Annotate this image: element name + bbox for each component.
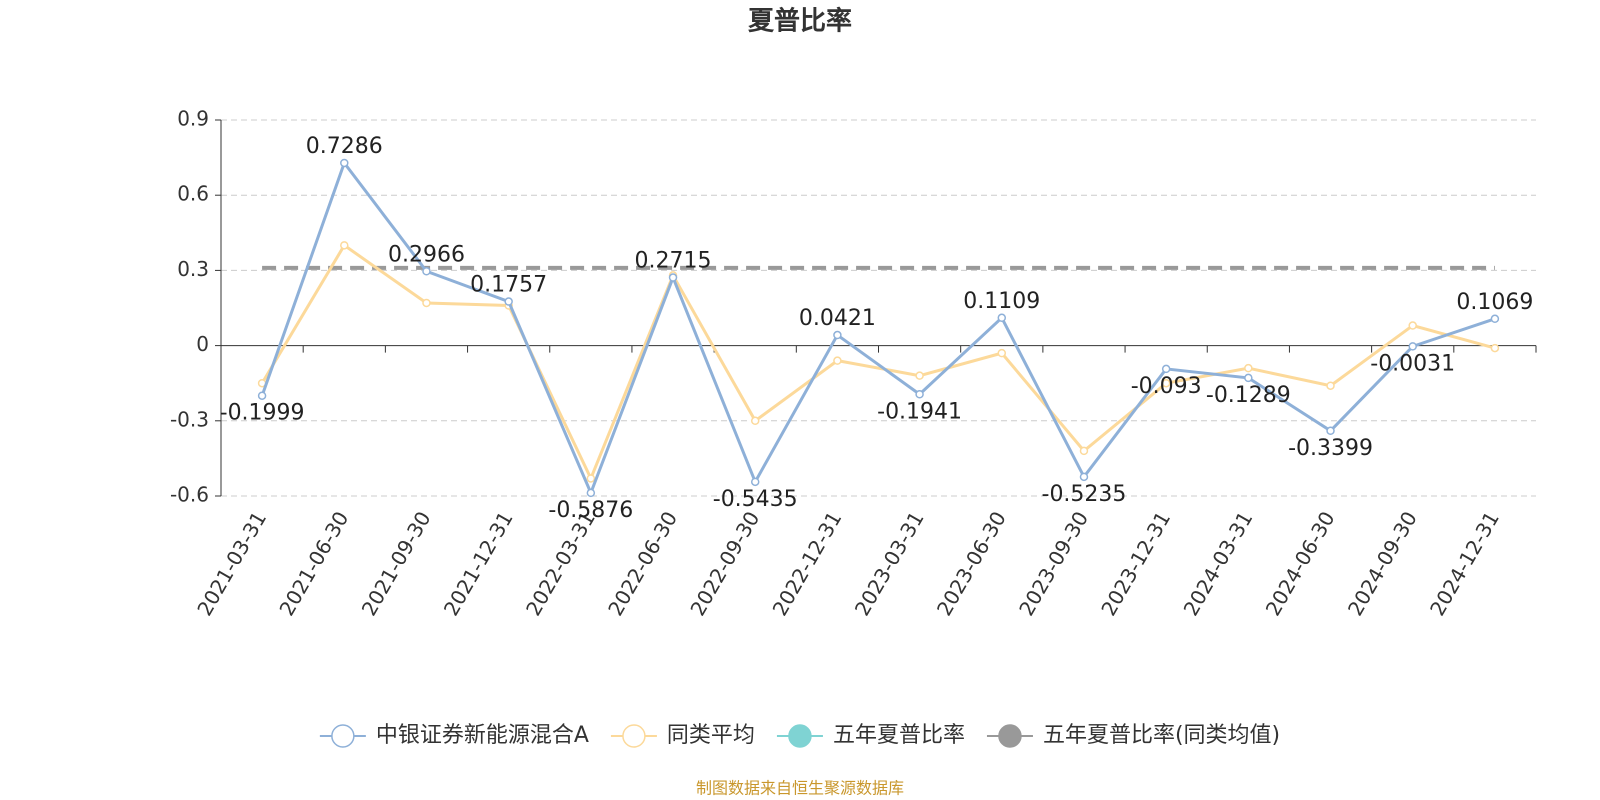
series-line xyxy=(260,159,1496,497)
point xyxy=(340,158,349,168)
data-label: -0.1999 xyxy=(220,401,305,426)
point xyxy=(750,416,760,426)
data-label: -0.5435 xyxy=(713,487,798,512)
legend-item: 中银证券新能源混合A xyxy=(319,723,589,748)
point xyxy=(1161,364,1171,374)
x-tick-label: 2021-09-30 xyxy=(357,507,436,620)
legend-marker xyxy=(622,724,646,748)
point xyxy=(1079,446,1089,456)
x-tick-label: 2022-03-31 xyxy=(521,507,600,620)
data-label: -0.1289 xyxy=(1206,383,1291,408)
legend-item: 同类平均 xyxy=(610,723,755,748)
chart-title: 夏普比率 xyxy=(748,6,852,37)
data-label: -0.0031 xyxy=(1370,351,1455,376)
point xyxy=(1244,363,1253,373)
point xyxy=(750,477,760,487)
legend-item: 五年夏普比率 xyxy=(776,723,965,748)
x-tick-label: 2024-03-31 xyxy=(1179,507,1258,620)
x-tick-label: 2024-09-30 xyxy=(1343,507,1422,620)
x-tick-label: 2023-12-31 xyxy=(1096,507,1175,620)
x-tick-label: 2024-12-31 xyxy=(1425,507,1504,620)
source-note: 制图数据来自恒生聚源数据库 xyxy=(696,779,904,798)
x-tick-label: 2022-12-31 xyxy=(768,507,847,620)
x-tick-label: 2023-06-30 xyxy=(932,507,1011,620)
data-label: 0.1757 xyxy=(470,273,547,298)
x-tick-label: 2021-03-31 xyxy=(192,507,271,620)
point xyxy=(257,391,267,400)
legend-marker xyxy=(331,724,355,748)
point xyxy=(1244,373,1253,383)
y-tick-label: 0 xyxy=(196,332,209,356)
x-tick-label: 2024-06-30 xyxy=(1261,507,1340,620)
data-label: -0.5235 xyxy=(1042,482,1127,507)
legend-marker xyxy=(788,724,812,748)
legend-marker xyxy=(998,724,1022,748)
y-tick-label: 0.6 xyxy=(177,182,209,206)
point xyxy=(586,488,596,498)
x-tick-label: 2023-03-31 xyxy=(850,507,929,620)
x-tick-label: 2022-06-30 xyxy=(603,507,682,620)
point xyxy=(1079,472,1089,482)
point xyxy=(504,297,513,306)
data-label: 0.2715 xyxy=(635,249,712,274)
legend-label: 同类平均 xyxy=(667,723,755,748)
x-tick-label: 2021-12-31 xyxy=(439,507,518,620)
y-tick-label: -0.3 xyxy=(170,407,209,431)
point xyxy=(833,356,842,365)
point xyxy=(1326,381,1335,390)
point xyxy=(422,267,431,276)
data-label: -0.093 xyxy=(1131,374,1202,399)
legend-label: 中银证券新能源混合A xyxy=(376,723,589,748)
y-tick-label: 0.3 xyxy=(177,257,209,281)
point xyxy=(1408,342,1417,351)
point xyxy=(997,348,1007,358)
y-tick-label: -0.6 xyxy=(170,483,209,507)
data-label: 0.2966 xyxy=(388,242,465,267)
point xyxy=(668,273,678,282)
data-label: 0.1109 xyxy=(963,289,1040,314)
legend-label: 五年夏普比率(同类均值) xyxy=(1043,723,1280,748)
point xyxy=(1408,321,1417,330)
point xyxy=(915,390,924,399)
point xyxy=(340,241,349,250)
point xyxy=(997,313,1007,323)
point xyxy=(1326,426,1335,436)
point xyxy=(833,330,842,340)
x-tick-label: 2021-06-30 xyxy=(274,507,353,620)
data-label: 0.1069 xyxy=(1456,290,1533,315)
data-label: 0.0421 xyxy=(799,306,876,331)
data-label: -0.3399 xyxy=(1288,436,1373,461)
legend-label: 五年夏普比率 xyxy=(833,723,965,748)
point xyxy=(422,298,431,308)
x-tick-label: 2022-09-30 xyxy=(685,507,764,620)
y-tick-label: 0.9 xyxy=(177,107,209,131)
data-label: -0.5876 xyxy=(548,498,633,523)
series-line xyxy=(260,243,1496,483)
point xyxy=(1490,343,1500,353)
point xyxy=(915,371,924,380)
x-tick-label: 2023-09-30 xyxy=(1014,507,1093,620)
data-label: 0.7286 xyxy=(306,134,383,159)
legend: 中银证券新能源混合A 同类平均 五年夏普比率 五年夏普比率(同类均值) xyxy=(319,723,1280,748)
point xyxy=(586,474,596,483)
point xyxy=(1161,378,1171,388)
legend-item: 五年夏普比率(同类均值) xyxy=(986,723,1280,748)
point xyxy=(1490,314,1500,324)
data-label: -0.1941 xyxy=(877,399,962,424)
